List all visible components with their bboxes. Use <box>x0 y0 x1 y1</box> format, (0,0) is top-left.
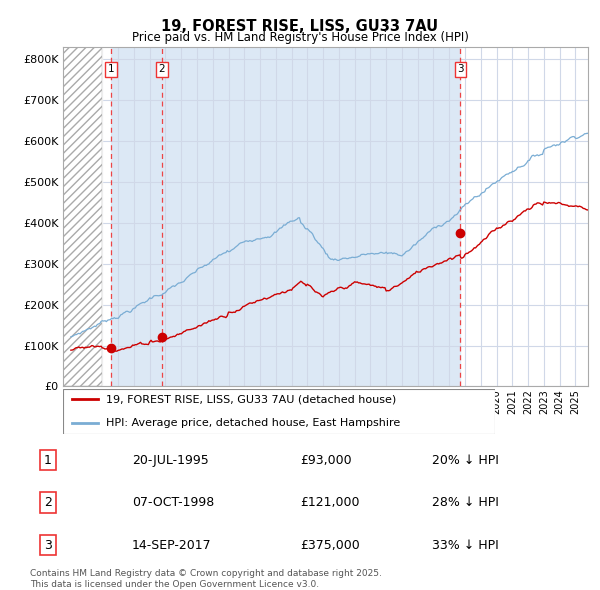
Bar <box>162 47 460 386</box>
Text: Contains HM Land Registry data © Crown copyright and database right 2025.
This d: Contains HM Land Registry data © Crown c… <box>30 569 382 589</box>
Text: 28% ↓ HPI: 28% ↓ HPI <box>432 496 499 509</box>
Text: £375,000: £375,000 <box>300 539 360 552</box>
Text: 2: 2 <box>158 64 165 74</box>
Text: 19, FOREST RISE, LISS, GU33 7AU (detached house): 19, FOREST RISE, LISS, GU33 7AU (detache… <box>106 394 397 404</box>
Text: £121,000: £121,000 <box>300 496 359 509</box>
Text: 2: 2 <box>44 496 52 509</box>
Text: 14-SEP-2017: 14-SEP-2017 <box>132 539 212 552</box>
FancyBboxPatch shape <box>63 389 495 434</box>
Text: 20-JUL-1995: 20-JUL-1995 <box>132 454 209 467</box>
Bar <box>111 47 162 386</box>
Text: 3: 3 <box>44 539 52 552</box>
Text: Price paid vs. HM Land Registry's House Price Index (HPI): Price paid vs. HM Land Registry's House … <box>131 31 469 44</box>
Text: 20% ↓ HPI: 20% ↓ HPI <box>432 454 499 467</box>
Text: 1: 1 <box>44 454 52 467</box>
Text: HPI: Average price, detached house, East Hampshire: HPI: Average price, detached house, East… <box>106 418 400 428</box>
Text: 19, FOREST RISE, LISS, GU33 7AU: 19, FOREST RISE, LISS, GU33 7AU <box>161 19 439 34</box>
Text: 33% ↓ HPI: 33% ↓ HPI <box>432 539 499 552</box>
Text: 3: 3 <box>457 64 464 74</box>
Text: 07-OCT-1998: 07-OCT-1998 <box>132 496 214 509</box>
Bar <box>63 47 103 386</box>
Text: 1: 1 <box>108 64 115 74</box>
Text: £93,000: £93,000 <box>300 454 352 467</box>
